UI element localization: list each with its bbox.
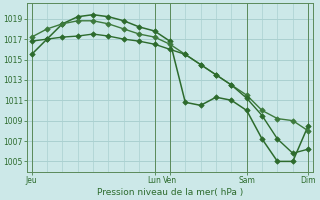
X-axis label: Pression niveau de la mer( hPa ): Pression niveau de la mer( hPa ) bbox=[97, 188, 243, 197]
